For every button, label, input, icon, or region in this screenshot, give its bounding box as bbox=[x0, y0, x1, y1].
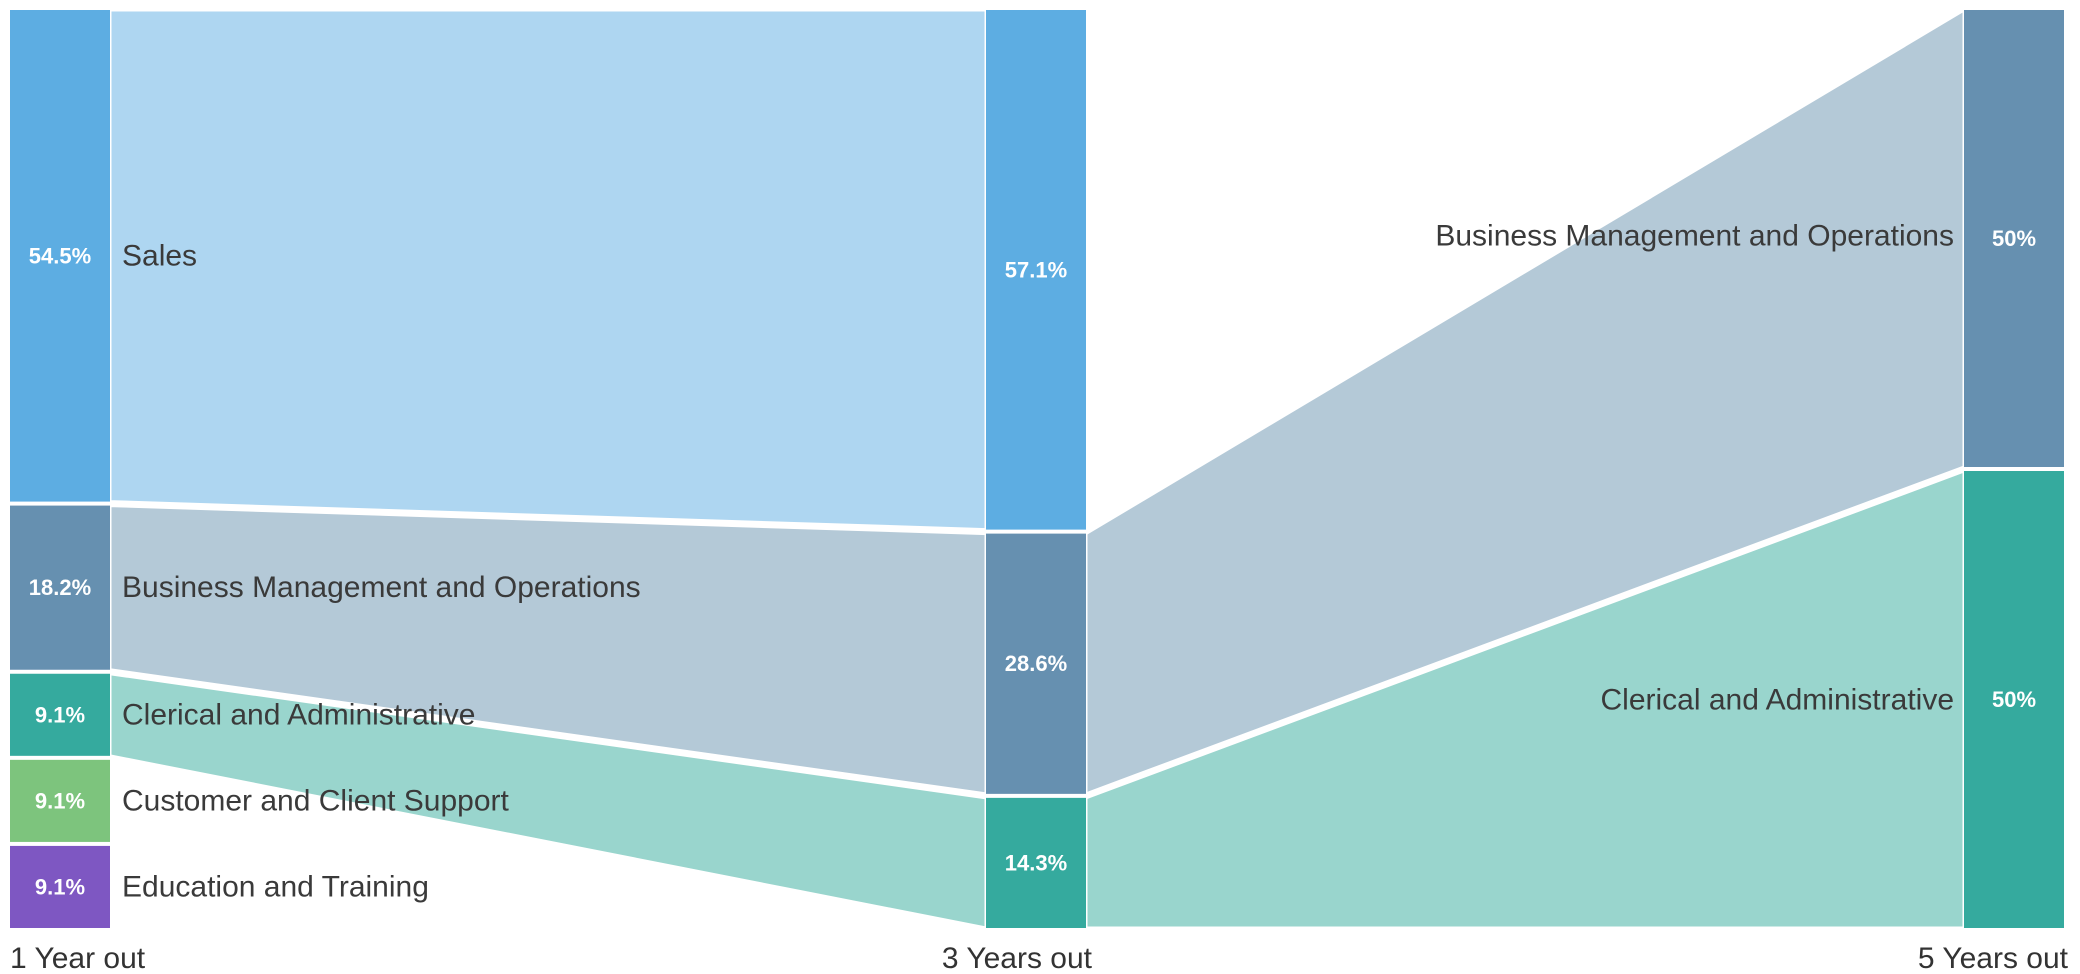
node-bar-y5-clerical bbox=[1964, 471, 2064, 928]
axis-label-3-years-out: 3 Years out bbox=[942, 942, 1093, 974]
node-bar-y3-clerical bbox=[986, 797, 1086, 928]
node-percent-y1-bmo: 18.2% bbox=[29, 575, 91, 600]
node-labels: Sales Business Management and Operations C… bbox=[122, 220, 1954, 904]
node-percent-y1-customer: 9.1% bbox=[35, 788, 85, 813]
node-percent-y5-clerical: 50% bbox=[1992, 687, 2036, 712]
axis-label-1-year-out: 1 Year out bbox=[10, 942, 146, 974]
node-percent-y3-clerical: 14.3% bbox=[1005, 850, 1067, 875]
column-nodes: 54.5% 18.2% 9.1% 9.1% 9.1% 57.1% 28.6% 14.3% 50%… bbox=[10, 10, 2064, 928]
node-label-y1-bmo: Business Management and Operations bbox=[122, 571, 641, 604]
node-percent-y1-clerical: 9.1% bbox=[35, 702, 85, 727]
node-bar-y3-bmo bbox=[986, 533, 1086, 794]
node-bar-y1-bmo bbox=[10, 505, 110, 670]
node-label-y1-education: Education and Training bbox=[122, 870, 429, 903]
node-percent-y3-bmo: 28.6% bbox=[1005, 651, 1067, 676]
axis-label-5-years-out: 5 Years out bbox=[1918, 942, 2069, 974]
node-percent-y5-bmo: 50% bbox=[1992, 226, 2036, 251]
node-bar-y5-bmo bbox=[1964, 10, 2064, 467]
node-bar-y1-clerical bbox=[10, 673, 110, 756]
node-bar-y1-education bbox=[10, 845, 110, 928]
node-label-y5-clerical: Clerical and Administrative bbox=[1601, 684, 1954, 717]
flow-link-y1-sales-to-y3-sales bbox=[108, 8, 988, 532]
node-percent-y1-sales: 54.5% bbox=[29, 243, 91, 268]
node-percent-y3-sales: 57.1% bbox=[1005, 257, 1067, 282]
node-label-y1-customer: Customer and Client Support bbox=[122, 784, 510, 817]
node-label-y5-bmo: Business Management and Operations bbox=[1435, 220, 1954, 253]
flow-links bbox=[108, 8, 1966, 930]
node-bar-y1-sales bbox=[10, 10, 110, 502]
node-bar-y1-customer bbox=[10, 759, 110, 842]
node-label-y1-sales: Sales bbox=[122, 239, 197, 272]
node-label-y1-clerical: Clerical and Administrative bbox=[122, 698, 475, 731]
node-bar-y3-sales bbox=[986, 10, 1086, 530]
column-axis-labels: 1 Year out 3 Years out 5 Years out bbox=[10, 942, 2069, 974]
node-percent-y1-education: 9.1% bbox=[35, 874, 85, 899]
